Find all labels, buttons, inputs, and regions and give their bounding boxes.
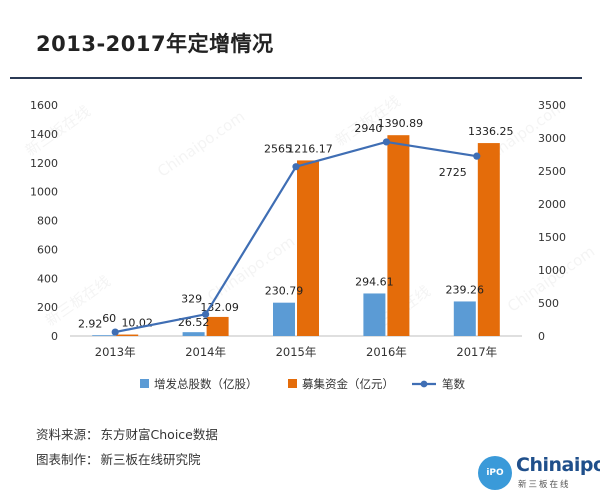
title-divider <box>10 77 582 79</box>
legend-label: 募集资金（亿元） <box>302 377 394 391</box>
y-right-tick-label: 2500 <box>538 165 566 178</box>
chinaipo-logo: iPO Chinaipo 新三板在线 <box>478 452 600 492</box>
line-point <box>292 163 300 171</box>
data-label: 2940 <box>354 122 382 135</box>
line-point <box>202 310 210 318</box>
source-label: 资料来源： <box>36 427 99 442</box>
chart: 0 200 400 600 800 1000 1200 1400 1600 0 500 1000 150… <box>30 99 566 391</box>
line-point <box>382 138 390 146</box>
x-tick-label: 2015年 <box>276 345 317 359</box>
y-left-tick-label: 1000 <box>30 186 58 199</box>
data-label: 2725 <box>439 166 467 179</box>
x-tick-label: 2014年 <box>185 345 226 359</box>
bar <box>387 135 410 336</box>
y-right-tick-label: 1500 <box>538 231 566 244</box>
data-label: 2.92 <box>78 318 103 331</box>
y-left-tick-label: 400 <box>37 272 58 285</box>
y-right-tick-label: 1000 <box>538 264 566 277</box>
data-label: 60 <box>102 312 116 325</box>
maker-value: 新三板在线研究院 <box>100 452 201 467</box>
source-value: 东方财富Choice数据 <box>100 427 218 442</box>
y-right-tick-label: 0 <box>538 330 545 343</box>
bar <box>182 332 205 336</box>
y-right-tick-label: 2000 <box>538 198 566 211</box>
bar <box>116 334 139 336</box>
bar <box>363 293 386 336</box>
bar <box>453 301 476 336</box>
y-left-tick-label: 1400 <box>30 128 58 141</box>
y-right-tick-label: 3000 <box>538 132 566 145</box>
series-line <box>114 140 477 334</box>
legend-label: 笔数 <box>442 377 465 391</box>
data-label: 239.26 <box>446 283 485 296</box>
data-label: 26.52 <box>178 316 210 329</box>
data-label: 1336.25 <box>468 125 514 138</box>
y-left-tick-label: 1600 <box>30 99 58 112</box>
logo-circle-icon: iPO <box>478 456 512 490</box>
logo-wordmark: Chinaipo <box>516 454 600 476</box>
bar <box>206 316 229 336</box>
maker-label: 图表制作： <box>36 452 99 467</box>
legend-swatch <box>288 379 297 388</box>
x-tick-label: 2013年 <box>95 345 136 359</box>
y-left-tick-label: 600 <box>37 243 58 256</box>
y-left-tick-label: 1200 <box>30 157 58 170</box>
line-point <box>473 152 481 160</box>
data-label: 1216.17 <box>287 142 333 155</box>
y-right-tick-label: 3500 <box>538 99 566 112</box>
data-label: 132.09 <box>200 301 239 314</box>
chart-title: 2013-2017年定增情况 <box>36 32 274 56</box>
logo-subtitle: 新三板在线 <box>518 480 571 490</box>
legend-swatch <box>140 379 149 388</box>
data-label: 1390.89 <box>378 117 424 130</box>
x-tick-label: 2016年 <box>366 345 407 359</box>
bar <box>477 143 500 336</box>
x-tick-label: 2017年 <box>456 345 497 359</box>
data-label: 2565 <box>264 143 292 156</box>
y-left-tick-label: 800 <box>37 215 58 228</box>
line-point <box>111 328 119 336</box>
legend-label: 增发总股数（亿股） <box>154 377 258 391</box>
bar <box>92 335 115 336</box>
maker-note: 图表制作： 新三板在线研究院 <box>36 449 201 468</box>
y-right-tick-label: 500 <box>538 297 559 310</box>
bar <box>273 302 295 336</box>
legend-swatch-marker <box>420 380 428 388</box>
y-left-tick-label: 200 <box>37 301 58 314</box>
data-label: 230.79 <box>265 285 304 298</box>
title-bar: 2013-2017年定增情况 <box>0 0 600 80</box>
source-note: 资料来源： 东方财富Choice数据 <box>36 424 218 443</box>
y-left-tick-label: 0 <box>51 330 58 343</box>
data-label: 329 <box>181 292 202 305</box>
bar <box>297 160 319 336</box>
data-label: 294.61 <box>355 275 394 288</box>
